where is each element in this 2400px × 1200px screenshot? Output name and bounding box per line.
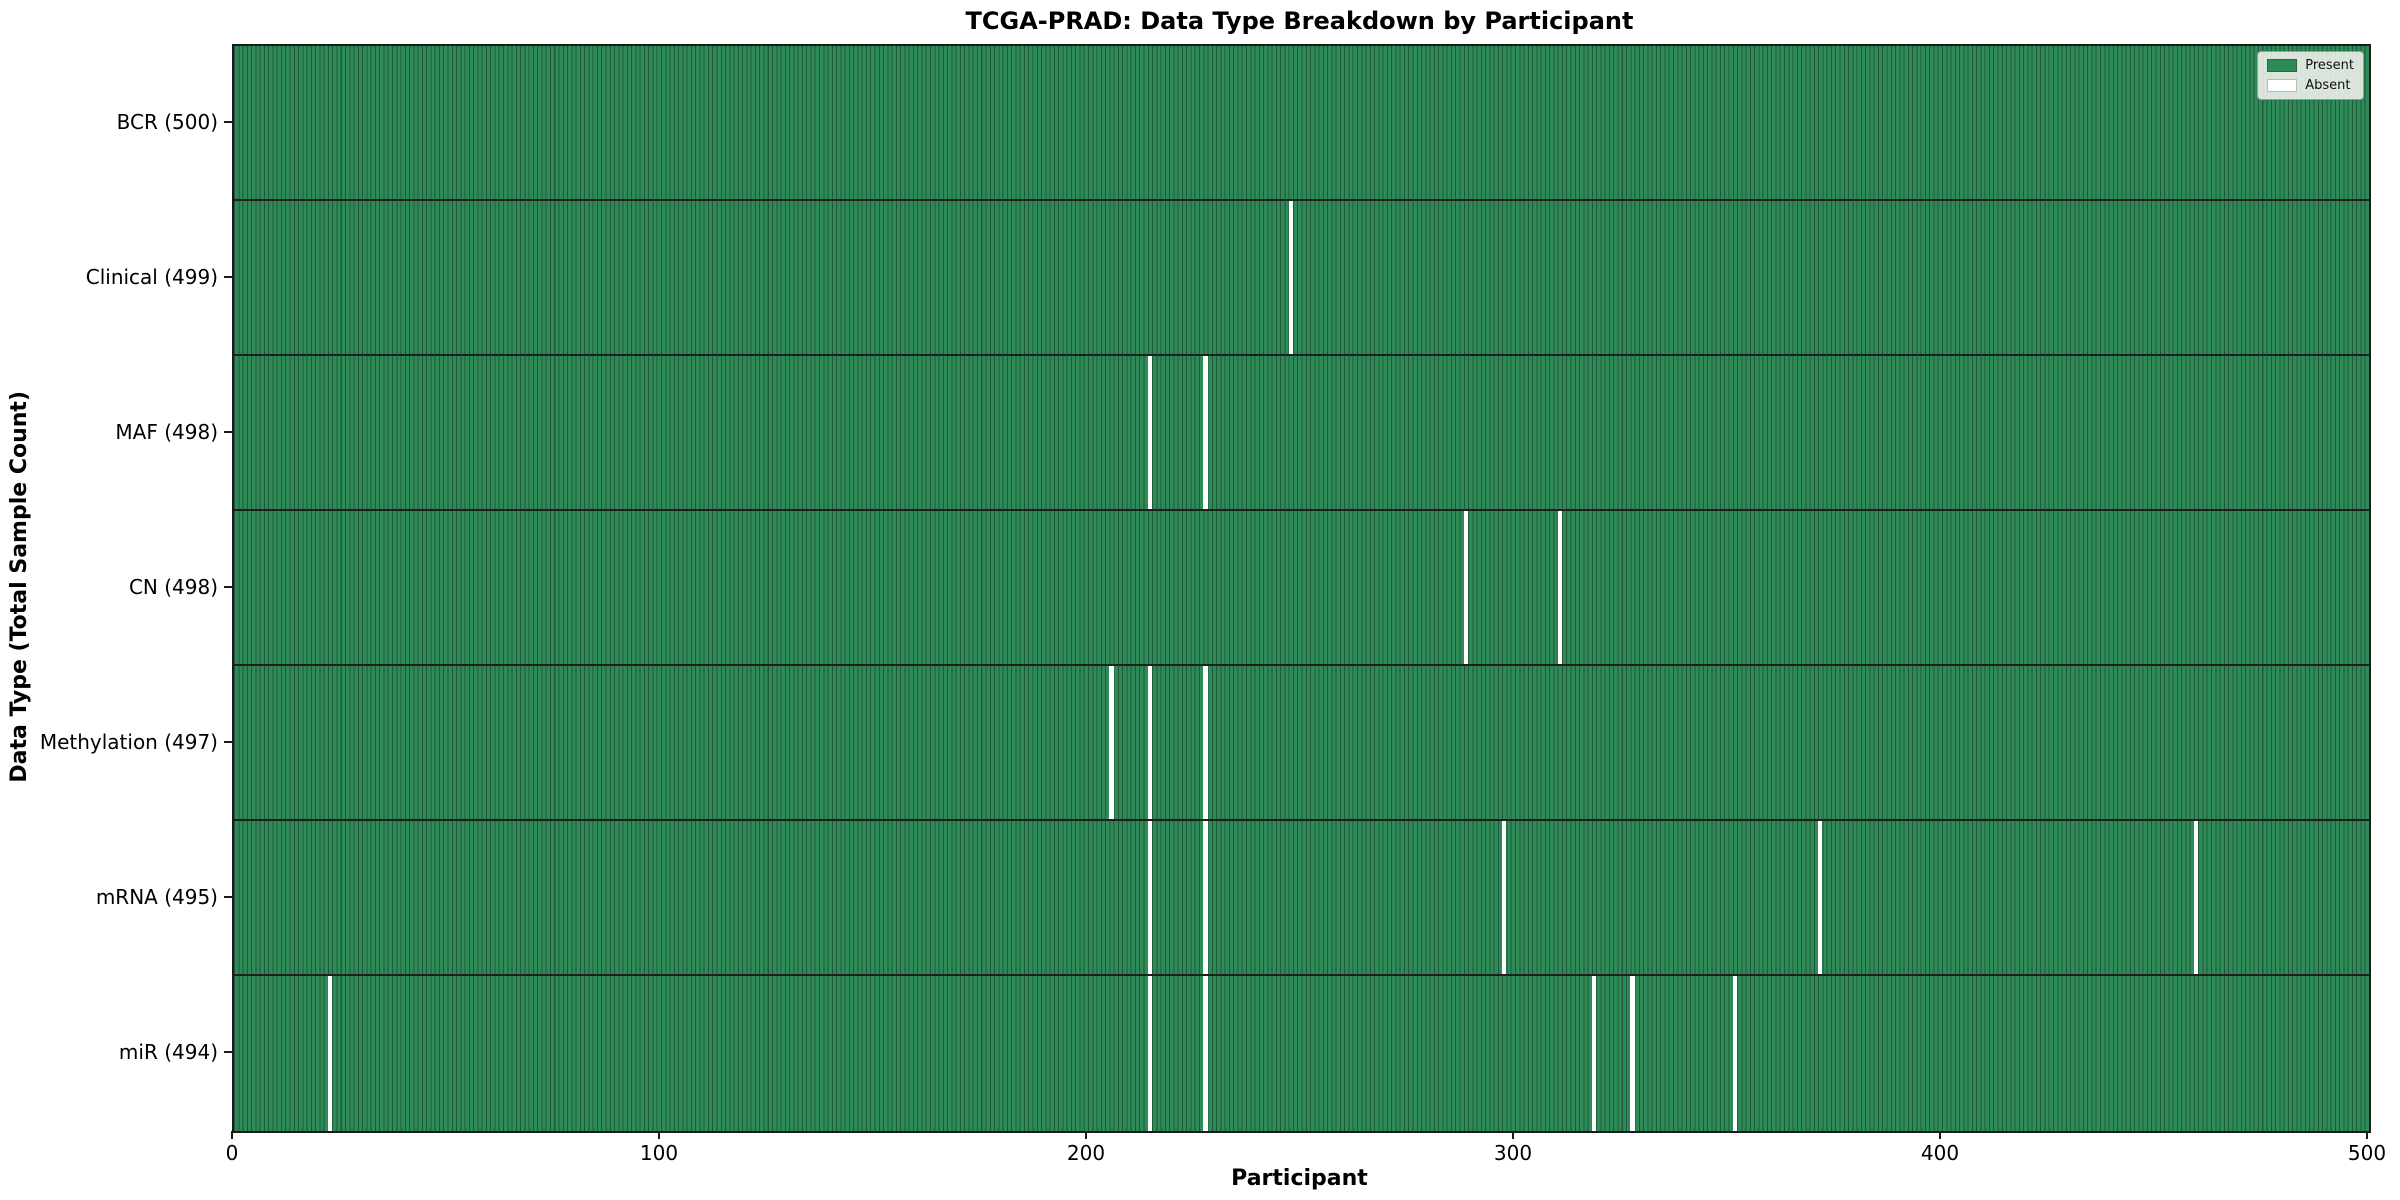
x-tick-mark <box>1939 1131 1941 1139</box>
y-tick-mark <box>224 120 232 123</box>
y-tick-mark <box>224 275 232 278</box>
data-row-1 <box>234 201 2369 356</box>
absent-gap <box>1591 976 1597 1131</box>
data-row-3 <box>234 511 2369 666</box>
absent-gap <box>2193 821 2199 974</box>
x-tick-label: 500 <box>2347 1141 2387 1165</box>
x-axis-label: Participant <box>1231 1166 1368 1191</box>
legend: Present Absent <box>2257 51 2364 100</box>
absent-gap <box>1557 511 1562 664</box>
absent-gap <box>1203 356 1208 509</box>
x-tick-mark <box>2366 1131 2368 1139</box>
x-tick-label: 100 <box>639 1141 679 1165</box>
data-row-6 <box>234 976 2369 1131</box>
y-tick-label: miR (494) <box>118 1039 218 1064</box>
plot-area: Present Absent <box>232 44 2371 1133</box>
absent-gap <box>1147 356 1153 509</box>
absent-gap <box>1630 976 1635 1131</box>
x-tick-label: 400 <box>1920 1141 1960 1165</box>
absent-gap <box>1109 666 1114 819</box>
data-row-0 <box>234 46 2369 201</box>
legend-swatch <box>2267 59 2298 72</box>
y-tick-label: Methylation (497) <box>39 729 218 754</box>
y-tick-label: mRNA (495) <box>95 884 218 909</box>
legend-swatch <box>2267 79 2298 92</box>
x-tick-label: 300 <box>1493 1141 1533 1165</box>
x-tick-mark <box>1512 1131 1514 1139</box>
absent-gap <box>1288 201 1293 354</box>
y-tick-label: BCR (500) <box>116 109 218 134</box>
y-tick-mark <box>224 895 232 898</box>
absent-gap <box>1147 976 1153 1131</box>
x-tick-mark <box>1085 1131 1087 1139</box>
absent-gap <box>1463 511 1469 664</box>
data-row-2 <box>234 356 2369 511</box>
y-tick-mark <box>224 430 232 433</box>
absent-gap <box>1203 666 1208 819</box>
y-tick-mark <box>224 585 232 588</box>
absent-gap <box>1147 821 1153 974</box>
y-tick-label: Clinical (499) <box>85 264 218 289</box>
chart-title: TCGA-PRAD: Data Type Breakdown by Partic… <box>965 7 1634 35</box>
absent-gap <box>1203 976 1208 1131</box>
y-tick-label: MAF (498) <box>115 419 218 444</box>
x-tick-mark <box>231 1131 233 1139</box>
data-row-4 <box>234 666 2369 821</box>
legend-item: Present <box>2267 58 2354 73</box>
y-tick-label: CN (498) <box>128 574 218 599</box>
x-tick-label: 200 <box>1066 1141 1106 1165</box>
x-tick-mark <box>658 1131 660 1139</box>
absent-gap <box>1502 821 1507 974</box>
legend-entry-label: Present <box>2305 58 2354 73</box>
absent-gap <box>327 976 333 1131</box>
y-tick-mark <box>224 740 232 743</box>
absent-gap <box>1147 666 1153 819</box>
x-tick-label: 0 <box>225 1141 239 1165</box>
data-row-5 <box>234 821 2369 976</box>
absent-gap <box>1818 821 1823 974</box>
absent-gap <box>1203 821 1208 974</box>
absent-gap <box>1732 976 1738 1131</box>
y-tick-mark <box>224 1050 232 1053</box>
legend-item: Absent <box>2267 78 2354 93</box>
legend-entry-label: Absent <box>2305 78 2351 93</box>
